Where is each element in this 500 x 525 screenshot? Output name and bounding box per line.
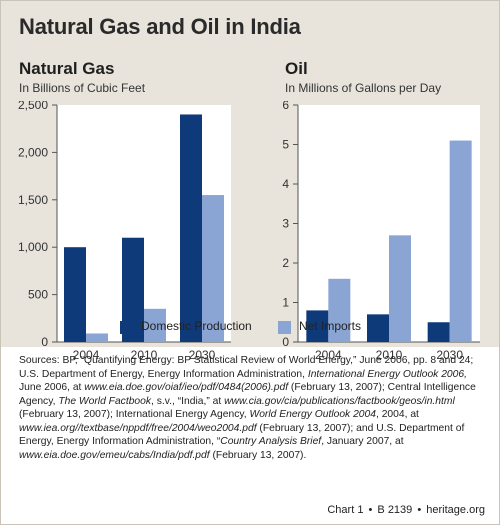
- sources-note: Sources: BP, “Quantifying Energy: BP Sta…: [19, 354, 487, 462]
- y-tick-label: 6: [282, 101, 289, 112]
- bar-domestic-2004: [306, 310, 329, 342]
- legend-swatch-domestic: [120, 321, 133, 334]
- bar-imports-2030: [449, 140, 472, 342]
- x-tick-label: 2010: [376, 348, 403, 362]
- x-tick-label: 2004: [315, 348, 342, 362]
- oil-chart: 0 1 2 3 4 5 6 2004 2010 2030: [282, 101, 480, 362]
- figure-header: Natural Gas and Oil in India: [1, 1, 499, 51]
- bar-imports-2004: [86, 333, 108, 342]
- sources-segment: , s.v., “India,” at: [151, 395, 225, 407]
- y-tick-label: 1,000: [18, 240, 48, 254]
- bar-domestic-2030: [427, 322, 450, 342]
- natural-gas-title: Natural Gas: [19, 59, 115, 78]
- footer: Chart 1 • B 2139 • heritage.org: [327, 504, 485, 516]
- oil-panel: Oil In Millions of Gallons per Day 0 1 2 3 4…: [250, 51, 499, 362]
- x-tick-label: 2030: [189, 348, 216, 362]
- y-tick-label: 0: [41, 335, 48, 349]
- bar-imports-2010: [144, 308, 166, 342]
- bar-domestic-2030: [180, 114, 202, 342]
- sources-segment: www.eia.doe.gov/emeu/cabs/India/pdf.pdf: [19, 449, 210, 461]
- legend-swatch-imports: [278, 321, 291, 334]
- report-id: B 2139: [377, 504, 413, 516]
- sources-segment: (February 13, 2007); Central Intelligenc…: [19, 382, 476, 407]
- footer-separator: •: [368, 504, 373, 516]
- legend-label-imports: Net Imports: [299, 319, 362, 333]
- y-tick-label: 2,500: [18, 101, 48, 112]
- page-title: Natural Gas and Oil in India: [19, 14, 301, 39]
- y-tick-label: 4: [282, 177, 289, 191]
- y-tick-label: 5: [282, 138, 289, 152]
- sources-segment: www.eia.doe.gov/oiaf/ieo/pdf/0484(2006).…: [84, 382, 289, 393]
- sources-segment: , January 2007, at: [321, 436, 404, 447]
- oil-title: Oil: [285, 59, 308, 78]
- x-tick-label: 2010: [131, 348, 158, 362]
- legend-label-domestic: Domestic Production: [141, 319, 252, 333]
- y-tick-label: 0: [282, 335, 289, 349]
- y-tick-label: 2,000: [18, 145, 48, 159]
- sources-segment: (February 13, 2007); and U.S. Department…: [19, 422, 465, 448]
- y-tick-label: 2: [282, 256, 289, 270]
- sources-segment: www.cia.gov/cia/publications/factbook/ge…: [224, 395, 455, 407]
- footer-separator: •: [417, 504, 422, 516]
- site-name: heritage.org: [426, 504, 485, 516]
- sources-segment: Sources: BP, “Quantifying Energy: BP Sta…: [19, 355, 474, 380]
- bar-imports-2030: [202, 195, 224, 342]
- sources-segment: Country Analysis Brief: [220, 436, 322, 447]
- bar-domestic-2010: [367, 314, 389, 342]
- bar-domestic-2010: [122, 237, 144, 342]
- sources-segment: (February 13, 2007); International Energ…: [19, 409, 250, 420]
- sources-segment: (February 13, 2007).: [209, 449, 307, 461]
- natural-gas-subtitle: In Billions of Cubic Feet: [19, 81, 146, 95]
- sources-segment: The World Factbook: [58, 395, 152, 407]
- sources-segment: International Energy Outlook 2006,: [307, 368, 467, 380]
- sources-segment: , 2004, at: [375, 409, 419, 420]
- sources-segment: June 2006, at: [19, 382, 85, 393]
- x-tick-label: 2030: [436, 348, 463, 362]
- bar-domestic-2004: [64, 247, 86, 342]
- oil-subtitle: In Millions of Gallons per Day: [285, 81, 442, 95]
- bar-imports-2004: [328, 278, 351, 342]
- y-tick-label: 500: [28, 288, 48, 302]
- natural-gas-panel: Natural Gas In Billions of Cubic Feet 0 5…: [1, 51, 250, 362]
- chart-number: Chart 1: [327, 504, 364, 516]
- y-tick-label: 3: [282, 217, 289, 231]
- sources-segment: World Energy Outlook 2004: [249, 409, 376, 420]
- y-tick-label: 1: [282, 296, 289, 310]
- y-tick-label: 1,500: [18, 193, 48, 207]
- natural-gas-chart: 0 500 1,000 1,500 2,000 2,500 2004 2010 2030: [18, 101, 231, 362]
- bar-imports-2010: [389, 235, 411, 342]
- sources-segment: www.iea.org//textbase/nppdf/free/2004/we…: [19, 422, 257, 434]
- legend: Domestic Production Net Imports: [1, 313, 499, 337]
- x-tick-label: 2004: [73, 348, 100, 362]
